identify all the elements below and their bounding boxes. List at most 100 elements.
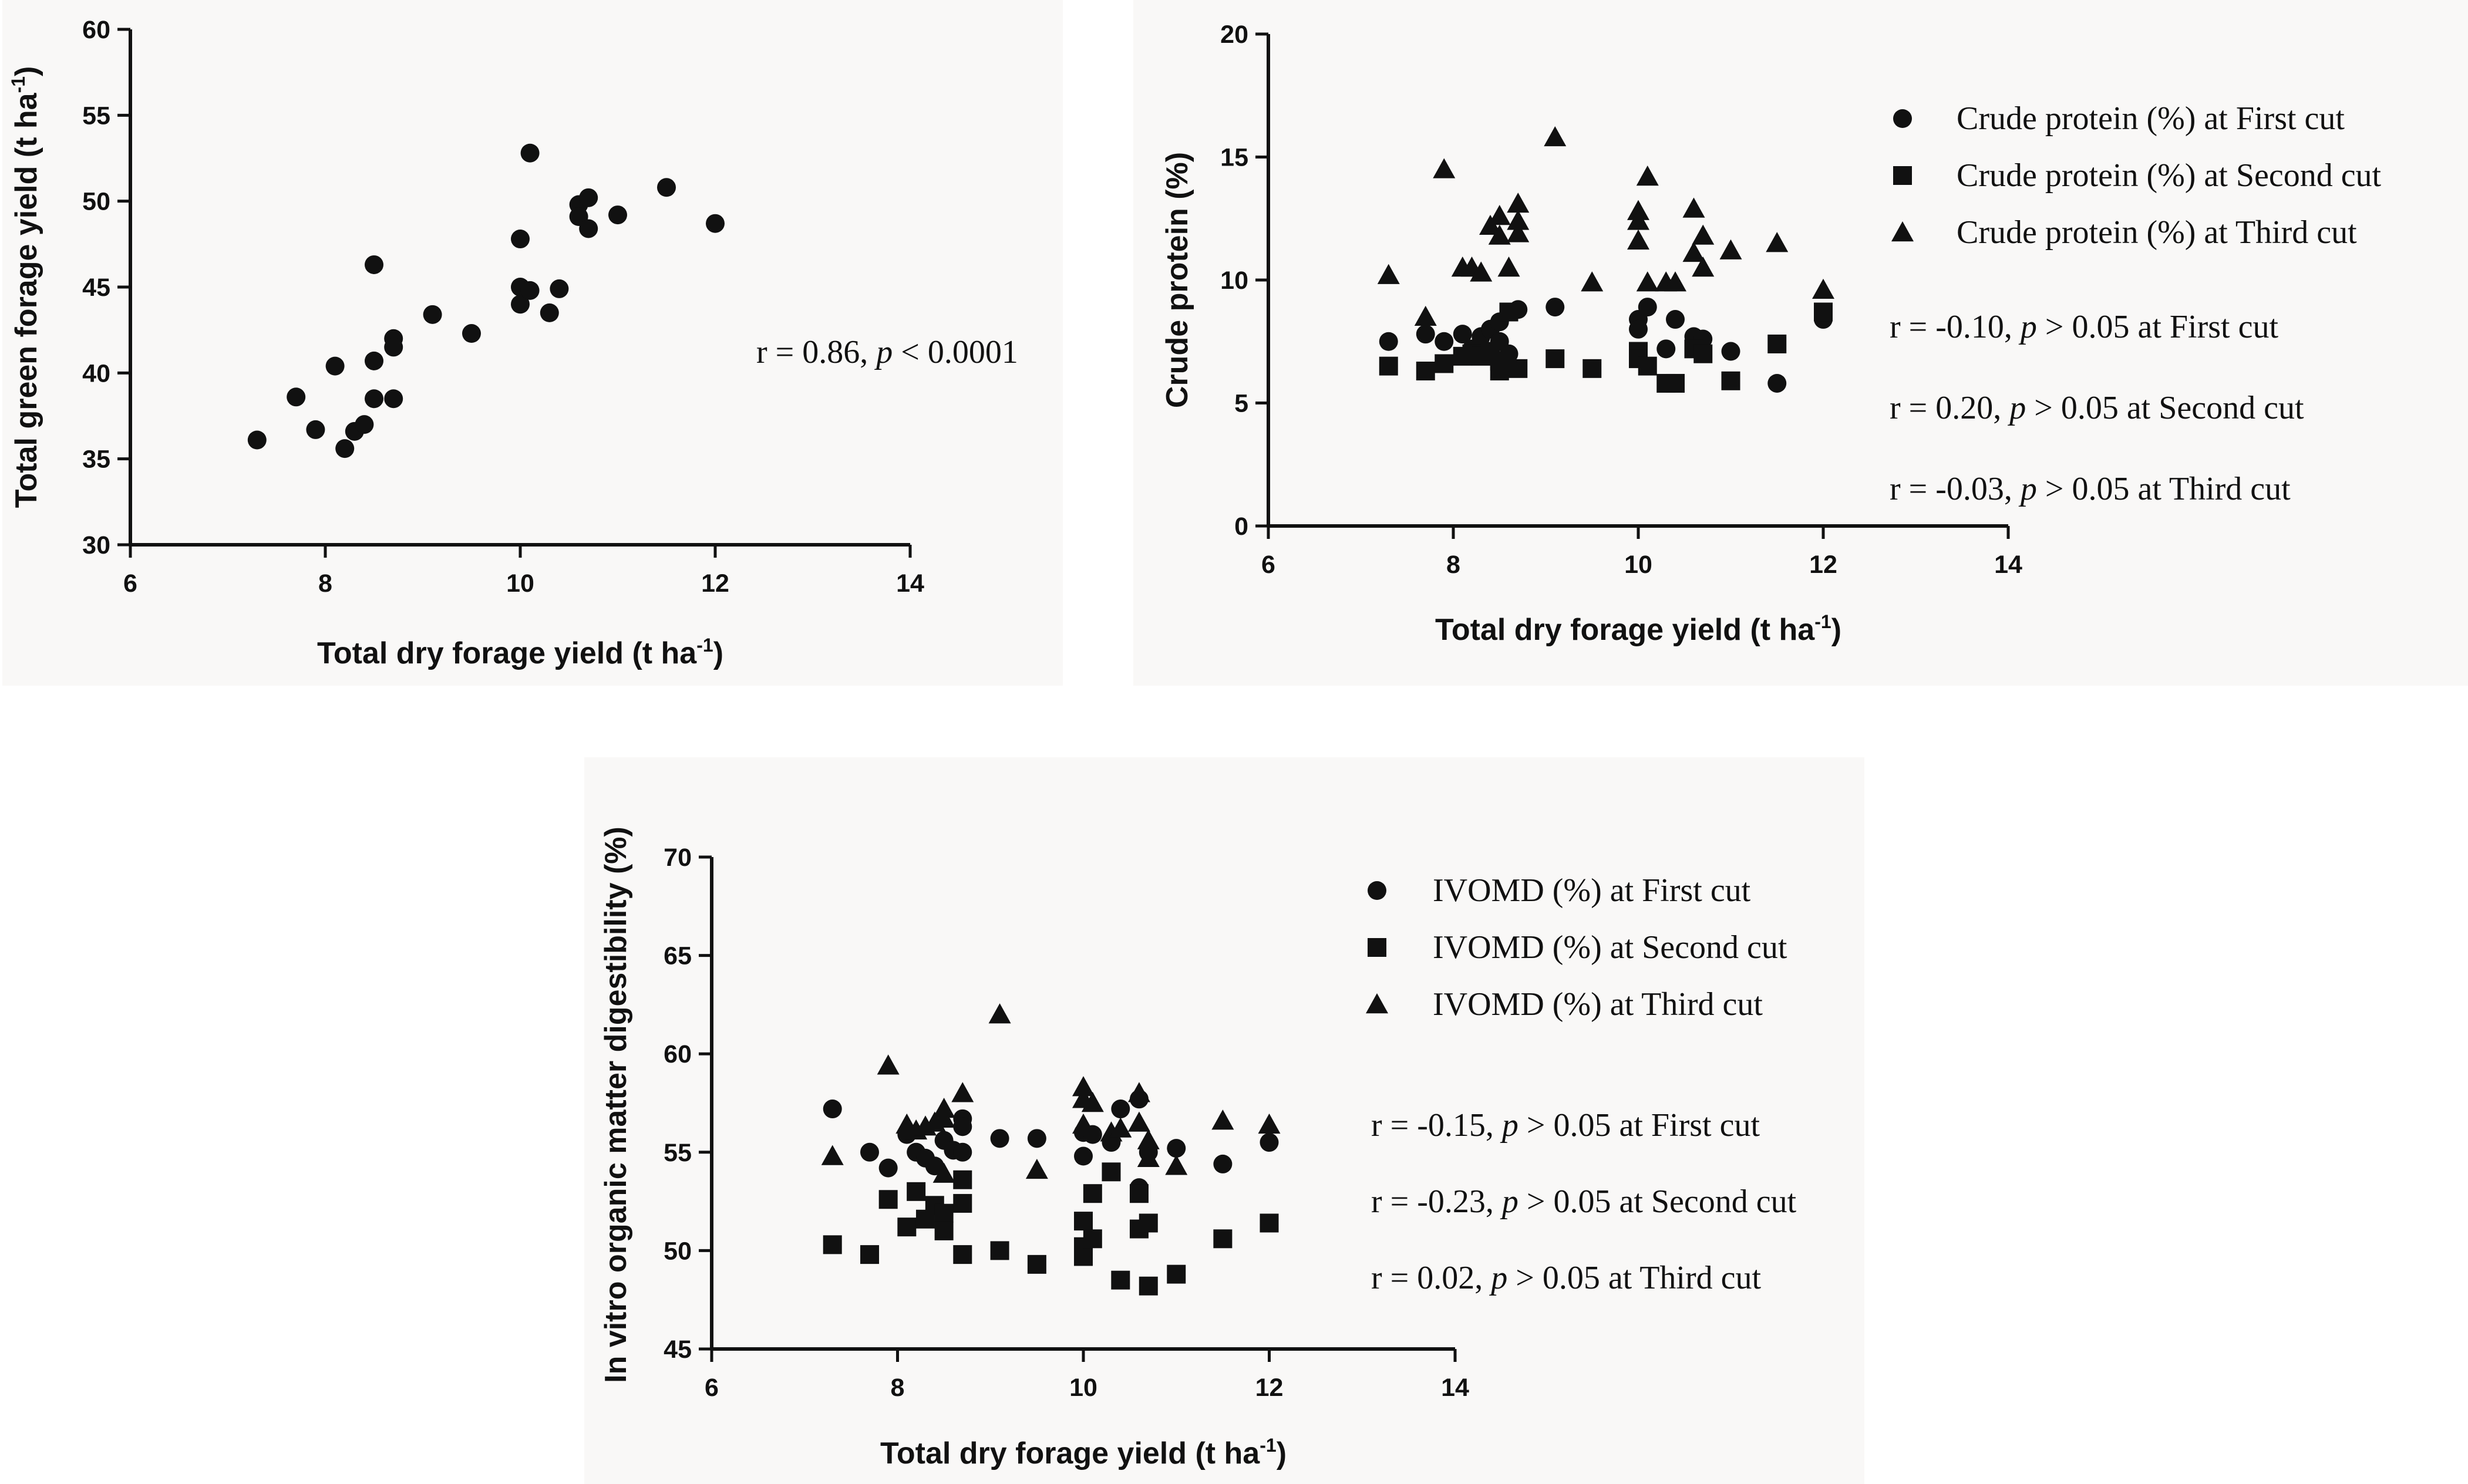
- data-point-series-1: [335, 439, 355, 458]
- x-tick-label: 12: [1255, 1374, 1284, 1402]
- data-point-series-3: [1682, 197, 1705, 218]
- y-tick-label: 45: [82, 274, 110, 302]
- data-point-series-2: [953, 1170, 972, 1189]
- y-tick-label: 50: [664, 1237, 692, 1265]
- data-point-series-3: [1433, 158, 1456, 178]
- legend-label: Crude protein (%) at Third cut: [1957, 214, 2357, 251]
- data-point-series-2: [1139, 1276, 1158, 1296]
- data-point-series-1: [1638, 298, 1657, 317]
- data-point-series-1: [1213, 1154, 1233, 1173]
- data-point-series-1: [423, 305, 442, 324]
- data-point-series-1: [325, 356, 345, 376]
- data-point-series-2: [1814, 302, 1833, 322]
- data-point-series-2: [1111, 1270, 1130, 1290]
- x-axis-title: Total dry forage yield (t ha-1): [317, 635, 723, 670]
- data-point-series-3: [1081, 1092, 1104, 1112]
- data-point-series-3: [1497, 257, 1520, 277]
- data-point-series-2: [953, 1193, 972, 1213]
- data-point-series-1: [1453, 325, 1472, 344]
- data-point-series-2: [1435, 354, 1454, 373]
- data-point-series-2: [1260, 1213, 1279, 1233]
- x-axis-title: Total dry forage yield (t ha-1): [880, 1435, 1287, 1470]
- legend-label: Crude protein (%) at Second cut: [1957, 157, 2382, 194]
- data-point-series-3: [877, 1054, 900, 1075]
- y-tick-label: 30: [82, 531, 110, 559]
- data-point-series-2: [823, 1235, 842, 1254]
- data-point-series-1: [1767, 373, 1787, 393]
- data-point-series-2: [1167, 1264, 1186, 1284]
- data-point-series-3: [988, 1003, 1011, 1024]
- data-point-series-1: [365, 351, 383, 370]
- data-point-series-1: [1666, 310, 1685, 329]
- data-point-series-3: [1127, 1082, 1150, 1102]
- data-point-series-2: [1721, 371, 1740, 390]
- data-point-series-3: [1025, 1158, 1048, 1179]
- data-point-series-3: [1072, 1076, 1095, 1097]
- x-tick-label: 8: [891, 1374, 905, 1402]
- data-point-series-2: [1213, 1229, 1233, 1249]
- data-point-series-3: [1627, 210, 1649, 230]
- correlation-annotation: r = -0.15, p > 0.05 at First cut: [1371, 1107, 1760, 1144]
- data-point-series-2: [1499, 302, 1518, 322]
- data-point-series-1: [1260, 1133, 1279, 1152]
- x-axis-title: Total dry forage yield (t ha-1): [1435, 611, 1841, 647]
- data-point-series-1: [355, 415, 374, 434]
- data-point-series-3: [1682, 241, 1705, 262]
- y-tick-label: 70: [664, 844, 692, 872]
- data-point-series-2: [1129, 1184, 1149, 1203]
- data-point-series-1: [706, 214, 725, 233]
- data-point-series-2: [1083, 1184, 1102, 1203]
- legend-label: IVOMD (%) at First cut: [1433, 872, 1751, 909]
- data-point-series-2: [1027, 1254, 1046, 1274]
- data-point-series-1: [823, 1099, 842, 1119]
- data-point-series-1: [247, 430, 267, 450]
- data-point-series-3: [1664, 271, 1686, 292]
- x-tick-label: 10: [506, 569, 534, 598]
- x-tick-label: 12: [1809, 551, 1837, 579]
- correlation-annotation: r = -0.10, p > 0.05 at First cut: [1890, 309, 2278, 345]
- y-tick-label: 40: [82, 359, 110, 387]
- y-tick-label: 10: [1220, 267, 1248, 295]
- data-point-series-2: [907, 1182, 926, 1201]
- data-point-series-1: [306, 420, 325, 439]
- correlation-annotation: r = 0.20, p > 0.05 at Second cut: [1890, 390, 2304, 426]
- y-axis-title: In vitro organic matter digestibility (%…: [599, 827, 633, 1383]
- data-point-series-1: [1721, 342, 1740, 361]
- data-point-series-2: [860, 1245, 880, 1264]
- y-tick-label: 5: [1234, 390, 1248, 418]
- data-point-series-2: [1416, 362, 1435, 381]
- y-tick-label: 55: [664, 1139, 692, 1167]
- data-point-series-3: [1544, 126, 1567, 147]
- data-point-series-1: [579, 188, 598, 207]
- data-point-series-3: [932, 1162, 955, 1183]
- data-point-series-2: [1666, 373, 1685, 393]
- x-tick-label: 14: [1994, 551, 2022, 579]
- x-tick-label: 12: [701, 569, 729, 598]
- data-point-series-3: [1636, 271, 1659, 292]
- data-point-series-3: [1812, 278, 1834, 299]
- data-point-series-2: [990, 1241, 1009, 1260]
- data-point-series-1: [1546, 298, 1565, 317]
- data-point-series-1: [1074, 1146, 1093, 1166]
- data-point-series-1: [953, 1142, 972, 1162]
- data-point-series-1: [365, 389, 383, 409]
- legend-label: Crude protein (%) at First cut: [1957, 100, 2345, 137]
- panel-b-background: [1133, 0, 2468, 686]
- data-point-series-2: [1693, 344, 1713, 363]
- data-point-series-3: [821, 1145, 844, 1165]
- data-point-series-1: [925, 1156, 944, 1176]
- x-tick-label: 8: [318, 569, 332, 598]
- data-point-series-1: [878, 1158, 898, 1178]
- data-point-series-2: [1083, 1229, 1102, 1249]
- data-point-series-3: [1719, 239, 1742, 259]
- data-point-series-3: [1109, 1117, 1132, 1138]
- data-point-series-3: [1137, 1129, 1160, 1149]
- chart-b-crude-protein: 6 8 10 12 14 0 5 10 15 20 Total dry forage yield (…: [1160, 21, 2382, 647]
- legend-label: IVOMD (%) at Second cut: [1433, 929, 1787, 966]
- data-point-series-1: [1111, 1099, 1130, 1119]
- legend-label: IVOMD (%) at Third cut: [1433, 986, 1763, 1023]
- legend-marker-triangle-icon: [1366, 993, 1388, 1014]
- data-point-series-3: [1507, 222, 1530, 242]
- x-tick-label: 6: [1261, 551, 1275, 579]
